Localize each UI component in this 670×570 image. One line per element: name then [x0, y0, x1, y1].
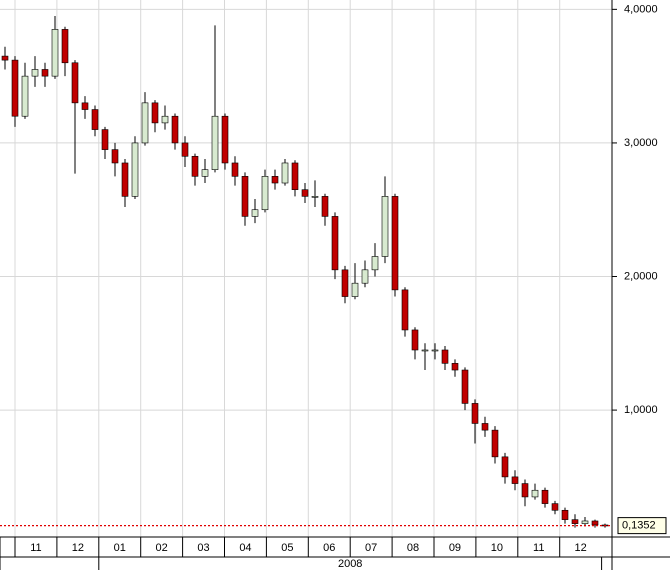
candle-body	[461, 369, 469, 404]
candle-body	[591, 520, 599, 526]
candle-body	[301, 189, 309, 197]
candle-body	[21, 75, 29, 117]
candle-body	[261, 176, 269, 211]
candle-body	[411, 329, 419, 351]
candle-body	[41, 69, 49, 77]
candle-body	[421, 349, 429, 352]
candle-body	[231, 162, 239, 177]
candle-body	[51, 29, 59, 77]
candle-body	[191, 155, 199, 177]
x-tick-label: 08	[407, 542, 419, 554]
candle-body	[571, 519, 579, 524]
candle-body	[211, 115, 219, 170]
candle-body	[341, 269, 349, 297]
candle-body	[221, 115, 229, 164]
x-tick-label: 11	[30, 542, 41, 554]
y-tick-label: 3,0000	[624, 137, 658, 149]
candle-body	[541, 489, 549, 504]
candle-body	[251, 209, 259, 217]
candle-body	[501, 456, 509, 478]
candle-body	[131, 142, 139, 197]
candle-body	[361, 269, 369, 284]
x-tick-label: 02	[156, 542, 168, 554]
candle-body	[201, 169, 209, 177]
candle-body	[511, 476, 519, 484]
x-tick-label: 11	[533, 542, 544, 554]
candle-body	[391, 196, 399, 291]
candle-body	[381, 196, 389, 257]
candle-body	[311, 196, 319, 198]
candle-body	[141, 102, 149, 144]
candle-body	[171, 115, 179, 144]
x-tick-label: 12	[72, 542, 84, 554]
candle-body	[31, 69, 39, 77]
candle-body	[321, 196, 329, 217]
candle-body	[101, 129, 109, 150]
candle-body	[351, 282, 359, 297]
last-value-box	[617, 517, 667, 535]
x-tick-label: 09	[449, 542, 461, 554]
x-tick-label: 12	[575, 542, 587, 554]
last-value-label: 0,1352	[622, 520, 656, 532]
x-tick-label: 01	[114, 542, 126, 554]
candle-body	[401, 289, 409, 331]
x-tick-label: 04	[239, 542, 251, 554]
candle-body	[61, 29, 69, 64]
candle-body	[241, 176, 249, 217]
candle-body	[91, 109, 99, 130]
candle-body	[551, 503, 559, 511]
x-tick-label: 03	[197, 542, 209, 554]
candle-body	[121, 162, 129, 197]
candle-body	[1, 55, 9, 61]
candle-body	[331, 216, 339, 271]
candle-body	[71, 62, 79, 104]
candle-body	[281, 162, 289, 184]
year-label: 2008	[338, 558, 362, 570]
candle-body	[371, 256, 379, 271]
candle-body	[521, 483, 529, 498]
candle-body	[11, 59, 19, 117]
candle-body	[441, 349, 449, 364]
candle-body	[181, 142, 189, 157]
candle-body	[481, 423, 489, 431]
candle-body	[81, 102, 89, 110]
candle-body	[451, 363, 459, 371]
x-tick-label: 05	[281, 542, 293, 554]
candle-body	[291, 162, 299, 190]
y-tick-label: 1,0000	[624, 404, 658, 416]
y-tick-label: 4,0000	[624, 3, 658, 15]
candle-body	[531, 489, 539, 498]
x-tick-label: 06	[323, 542, 335, 554]
candle-body	[471, 403, 479, 424]
candle-body	[431, 349, 439, 352]
candle-body	[581, 520, 589, 524]
x-tick-label: 07	[365, 542, 377, 554]
candle-body	[111, 149, 119, 164]
candle-body	[561, 509, 569, 520]
x-tick-label: 10	[491, 542, 503, 554]
y-tick-label: 2,0000	[624, 270, 658, 282]
candle-body	[271, 176, 279, 184]
candle-body	[161, 115, 169, 124]
candle-body	[151, 102, 159, 124]
candle-body	[491, 429, 499, 458]
